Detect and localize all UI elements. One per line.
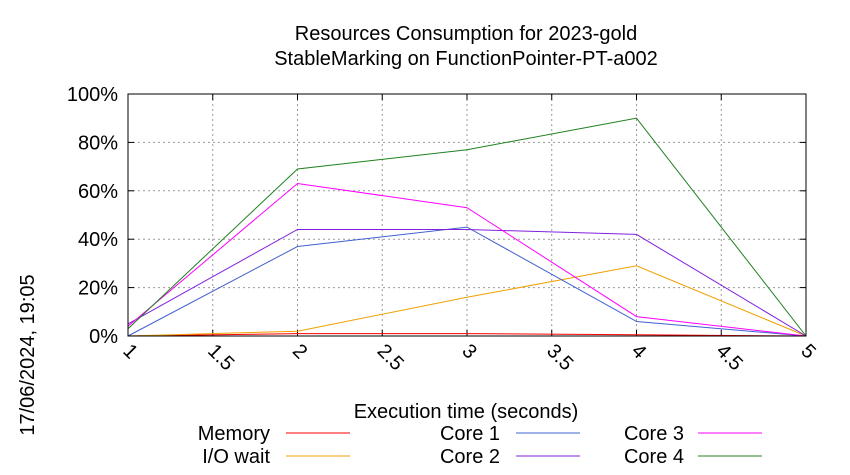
y-tick-label: 80%	[78, 132, 118, 154]
x-tick-label: 2	[288, 340, 311, 363]
series-lines	[127, 117, 807, 337]
legend-label-core-1: Core 1	[440, 423, 500, 445]
x-tick-label: 3	[457, 340, 480, 363]
x-tick-label: 4.5	[712, 340, 747, 375]
x-tick-label: 2.5	[373, 340, 408, 375]
grid	[127, 93, 807, 337]
x-tick-label: 5	[796, 340, 819, 363]
legend-label-i-o-wait: I/O wait	[202, 446, 270, 468]
legend-label-core-4: Core 4	[624, 446, 684, 468]
series-line-core-4	[127, 117, 807, 337]
chart-title: Resources Consumption for 2023-gold	[295, 23, 637, 45]
timestamp-label: 17/06/2024, 19:05	[17, 274, 39, 435]
x-tick-label: 1.5	[203, 340, 238, 375]
chart-subtitle: StableMarking on FunctionPointer-PT-a002	[274, 48, 658, 70]
x-tick-label: 1	[118, 340, 141, 363]
legend-label-core-3: Core 3	[624, 423, 684, 445]
plot-frame	[127, 93, 807, 337]
series-line-core-3	[127, 182, 807, 337]
x-tick-label: 4	[627, 340, 650, 363]
series-line-core-2	[127, 229, 807, 337]
y-tick-label: 40%	[78, 229, 118, 251]
x-axis-label: Execution time (seconds)	[354, 401, 579, 423]
series-line-i-o-wait	[127, 265, 807, 337]
y-tick-label: 60%	[78, 181, 118, 203]
y-tick-label: 0%	[89, 326, 118, 348]
x-tick-label: 3.5	[542, 340, 577, 375]
y-tick-label: 100%	[67, 84, 118, 106]
legend-label-core-2: Core 2	[440, 446, 500, 468]
series-line-memory	[127, 333, 807, 337]
legend-label-memory: Memory	[198, 423, 270, 445]
series-line-core-1	[127, 226, 807, 337]
y-tick-label: 20%	[78, 278, 118, 300]
